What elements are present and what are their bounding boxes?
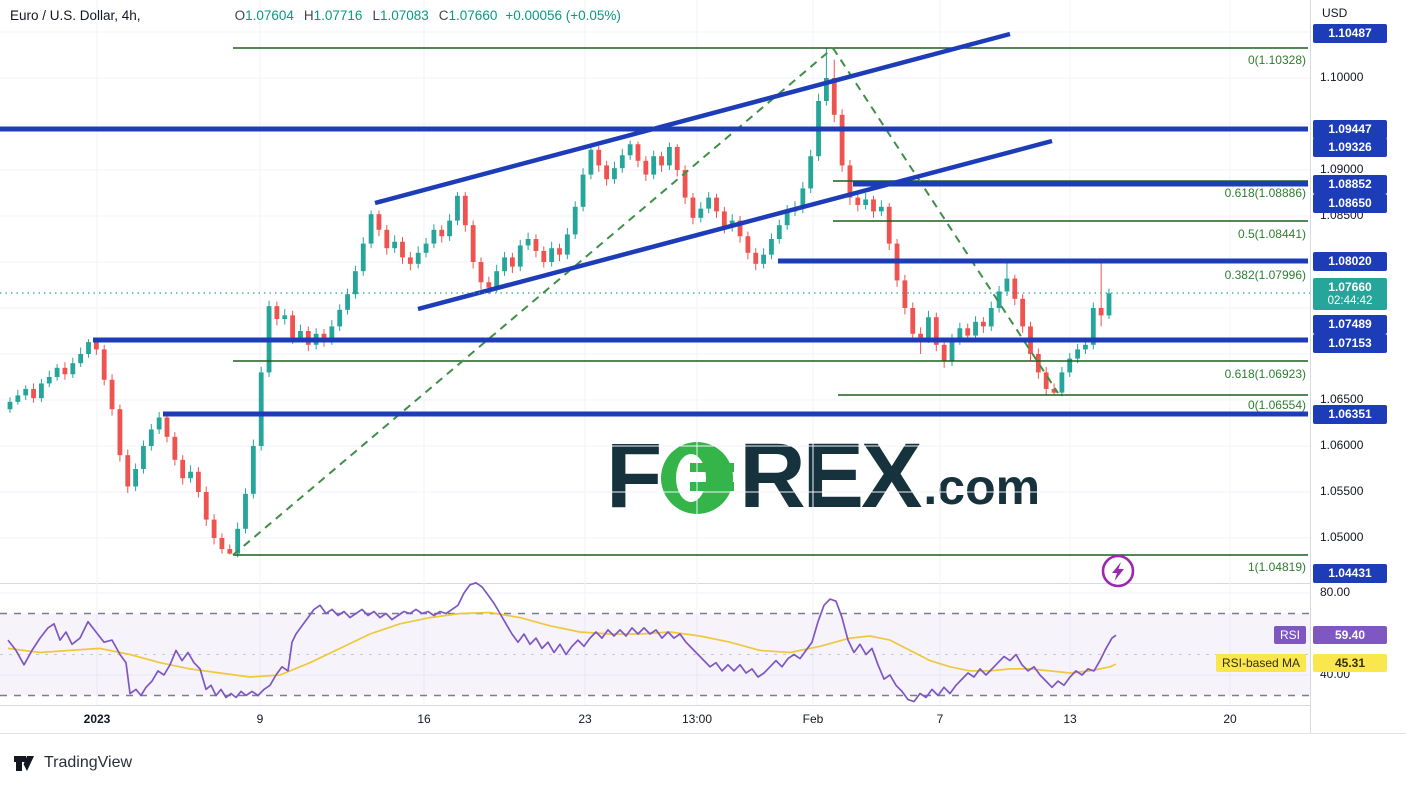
price-level-badge: 1.07489 — [1313, 314, 1387, 334]
watermark-dot-com: .com — [923, 459, 1041, 515]
chart-canvas[interactable] — [0, 0, 1310, 733]
rsi-value-badge: 59.40 — [1313, 626, 1387, 644]
price-tick: 1.05000 — [1320, 530, 1364, 544]
time-axis-label: 23 — [578, 712, 592, 726]
price-level-badge: 1.09447 — [1313, 119, 1387, 139]
price-level-badge: 1.08852 — [1313, 174, 1387, 194]
watermark-letters-rex: REX — [739, 425, 922, 527]
price-axis-separator — [1310, 0, 1311, 733]
tradingview-brand-text: TradingView — [44, 754, 133, 771]
time-axis-label: 13:00 — [681, 712, 713, 726]
time-axis-label: 7 — [936, 712, 944, 726]
watermark-letter-f: F — [606, 425, 662, 527]
last-price-badge: 1.07660 02:44:42 — [1313, 278, 1387, 310]
price-tick: 1.06000 — [1320, 438, 1364, 452]
time-axis-label: 9 — [256, 712, 264, 726]
price-axis[interactable]: USD 1.10000 1.09000 1.08500 1.06500 1.06000 1… — [1311, 0, 1406, 733]
support-resistance-line[interactable] — [0, 126, 1308, 132]
time-axis-label: 20 — [1223, 712, 1237, 726]
support-resistance-line[interactable] — [163, 411, 1308, 417]
price-tick: 1.09000 — [1320, 162, 1364, 176]
price-level-badge: 1.07153 — [1313, 333, 1387, 353]
support-resistance-line[interactable] — [778, 258, 1308, 264]
price-level-badge: 1.10487 — [1313, 23, 1387, 43]
channel-trendline[interactable] — [417, 138, 1053, 312]
rsi-ma-value-badge: 45.31 — [1313, 654, 1387, 672]
tradingview-brand[interactable]: TradingView — [12, 751, 132, 775]
price-tick: 1.06500 — [1320, 392, 1364, 406]
tradingview-logo-icon — [14, 756, 34, 771]
rsi-band — [0, 613, 1310, 696]
time-axis-label: 13 — [1063, 712, 1077, 726]
price-level-badge: 1.09326 — [1313, 137, 1387, 157]
channel-trendline[interactable] — [374, 31, 1011, 206]
time-axis-separator — [0, 705, 1406, 706]
time-axis-label: 2023 — [83, 712, 111, 726]
time-axis-label: 16 — [417, 712, 431, 726]
price-level-badge: 1.06351 — [1313, 404, 1387, 424]
support-resistance-line[interactable] — [93, 337, 1308, 343]
dashed-trendline[interactable] — [232, 47, 834, 556]
price-tick: 1.10000 — [1320, 70, 1364, 84]
price-tick: 1.05500 — [1320, 484, 1364, 498]
pane-separator[interactable] — [0, 583, 1310, 584]
price-level-badge: 1.04431 — [1313, 563, 1387, 583]
price-level-badge: 1.08020 — [1313, 251, 1387, 271]
price-level-badge: 1.08650 — [1313, 193, 1387, 213]
candlestick-series — [7, 47, 1112, 558]
axis-currency-label: USD — [1322, 6, 1348, 20]
time-axis-label: Feb — [802, 712, 824, 726]
bar-countdown: 02:44:42 — [1327, 295, 1373, 307]
support-resistance-line[interactable] — [853, 181, 1308, 187]
forex-com-watermark: F REX .com — [606, 425, 1041, 527]
dashed-trendline[interactable] — [832, 47, 1059, 394]
rsi-tick: 80.00 — [1320, 585, 1351, 599]
bottom-separator — [0, 733, 1406, 734]
